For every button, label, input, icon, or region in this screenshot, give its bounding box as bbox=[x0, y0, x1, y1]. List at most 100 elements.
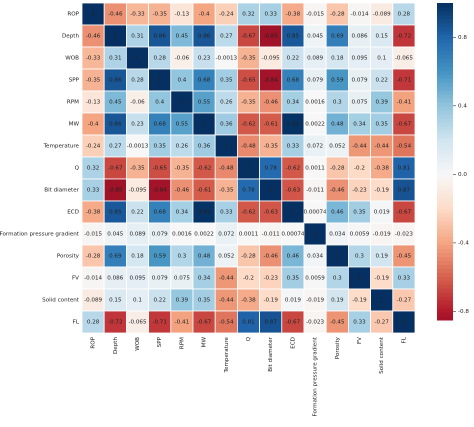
cell-label: -0.19 bbox=[374, 188, 389, 194]
cell-label: -0.35 bbox=[219, 188, 234, 194]
colorbar-step bbox=[437, 141, 453, 147]
cell-label: 0.019 bbox=[374, 210, 390, 216]
cell-label: -0.019 bbox=[306, 298, 324, 304]
colorbar-step bbox=[437, 145, 453, 151]
cell-label: -0.46 bbox=[263, 100, 278, 106]
cell-label: -0.35 bbox=[130, 166, 145, 172]
colorbar-step bbox=[437, 18, 453, 24]
cell-label: -0.28 bbox=[330, 166, 345, 172]
cell-label: -0.84 bbox=[263, 78, 278, 84]
cell-label: 0.0011 bbox=[305, 166, 325, 172]
cell-label: -0.38 bbox=[286, 12, 301, 18]
cell-label: 0.69 bbox=[331, 34, 344, 40]
cell-label: 0.87 bbox=[398, 188, 411, 194]
cell-label: -0.19 bbox=[352, 298, 367, 304]
cell-label: -0.23 bbox=[263, 276, 278, 282]
cell-label: 1 bbox=[91, 12, 95, 18]
colorbar-step bbox=[437, 185, 453, 190]
cell-label: -0.27 bbox=[397, 298, 412, 304]
cell-label: -0.54 bbox=[397, 144, 412, 150]
colorbar-tick-label: 0.0 bbox=[458, 172, 467, 178]
cell-label: -0.019 bbox=[373, 232, 391, 238]
cell-label: 0.35 bbox=[220, 78, 233, 84]
cell-label: -0.023 bbox=[306, 320, 324, 326]
x-tick-label: Q bbox=[246, 336, 252, 341]
cell-label: -0.48 bbox=[219, 166, 234, 172]
cell-label: 0.034 bbox=[329, 232, 345, 238]
cell-label: -0.38 bbox=[86, 210, 101, 216]
cell-label: 0.55 bbox=[198, 100, 211, 106]
colorbar-step bbox=[437, 232, 453, 238]
cell-label: 0.23 bbox=[198, 56, 211, 62]
cell-label: 1 bbox=[225, 144, 229, 150]
cell-label: 0.87 bbox=[264, 320, 277, 326]
colorbar-step bbox=[437, 109, 453, 115]
colorbar-tick-label: 0.4 bbox=[458, 103, 467, 109]
cell-label: 0.81 bbox=[398, 166, 411, 172]
y-tick-label: Depth bbox=[62, 34, 79, 40]
y-tick-label: Porosity bbox=[57, 254, 80, 260]
colorbar-step bbox=[437, 304, 453, 309]
y-tick-label: MW bbox=[69, 122, 80, 128]
cell-label: -0.62 bbox=[286, 166, 300, 172]
colorbar-step bbox=[437, 300, 453, 305]
colorbar-step bbox=[437, 256, 453, 262]
colorbar-step bbox=[437, 228, 453, 234]
colorbar-step bbox=[437, 268, 453, 273]
colorbar-step bbox=[437, 26, 453, 32]
x-tick-label: Temperature bbox=[224, 336, 230, 373]
cell-label: -0.62 bbox=[197, 166, 211, 172]
cell-label: 0.15 bbox=[109, 298, 122, 304]
cell-label: 0.045 bbox=[107, 232, 123, 238]
cell-label: 0.48 bbox=[331, 122, 344, 128]
cell bbox=[392, 310, 416, 334]
cell-label: 0.22 bbox=[131, 210, 143, 216]
cell-label: -0.46 bbox=[330, 188, 345, 194]
cell-label: 0.0022 bbox=[305, 122, 325, 128]
y-tick-label: SPP bbox=[69, 78, 80, 84]
cell-label: -0.24 bbox=[86, 144, 101, 150]
colorbar-step bbox=[437, 78, 453, 83]
colorbar-tick-label: -0.8 bbox=[458, 309, 469, 315]
cell-label: 0.86 bbox=[153, 34, 166, 40]
y-tick-label: Formation pressure gradient bbox=[0, 232, 80, 238]
colorbar-step bbox=[437, 74, 453, 79]
colorbar-step bbox=[437, 316, 453, 321]
cell-label: 0.086 bbox=[107, 276, 123, 282]
cell-label: -0.014 bbox=[350, 12, 368, 18]
colorbar-step bbox=[437, 46, 453, 52]
cell-label: 0.22 bbox=[287, 56, 299, 62]
cell-label: -0.44 bbox=[219, 276, 234, 282]
colorbar-step bbox=[437, 308, 453, 313]
cell-label: -0.65 bbox=[152, 166, 167, 172]
colorbar-step bbox=[437, 209, 453, 214]
cell-label: 0.34 bbox=[353, 122, 366, 128]
cell-label: 0.34 bbox=[176, 210, 189, 216]
cell-label: 0.32 bbox=[87, 166, 99, 172]
cell-label: 0.0016 bbox=[305, 100, 325, 106]
cell-label: 0.0016 bbox=[172, 232, 192, 238]
cell-label: 0.4 bbox=[177, 78, 186, 84]
cell-label: 1 bbox=[402, 320, 406, 326]
cell-label: -0.06 bbox=[175, 56, 190, 62]
cell-label: -0.62 bbox=[241, 210, 255, 216]
cell-label: 1 bbox=[247, 166, 251, 172]
colorbar-step bbox=[437, 205, 453, 210]
cell-label: 0.1 bbox=[133, 298, 142, 304]
x-tick-label: SPP bbox=[157, 336, 163, 347]
cell-label: 0.69 bbox=[109, 254, 122, 260]
cell-label: 0.19 bbox=[331, 298, 344, 304]
cell-label: -0.35 bbox=[263, 144, 278, 150]
colorbar-step bbox=[437, 66, 453, 71]
cell-label: 0.23 bbox=[131, 122, 144, 128]
cell-label: 0.46 bbox=[287, 254, 300, 260]
cell-label: 0.095 bbox=[351, 56, 367, 62]
cell-label: 0.075 bbox=[351, 100, 367, 106]
cell-label: 1 bbox=[136, 56, 140, 62]
colorbar-step bbox=[437, 173, 453, 178]
cell-label: 0.0022 bbox=[194, 232, 214, 238]
cell-label: -0.72 bbox=[397, 34, 411, 40]
colorbar-step bbox=[437, 70, 453, 75]
cell-label: 0.48 bbox=[198, 254, 211, 260]
cell-label: 0.35 bbox=[153, 144, 166, 150]
